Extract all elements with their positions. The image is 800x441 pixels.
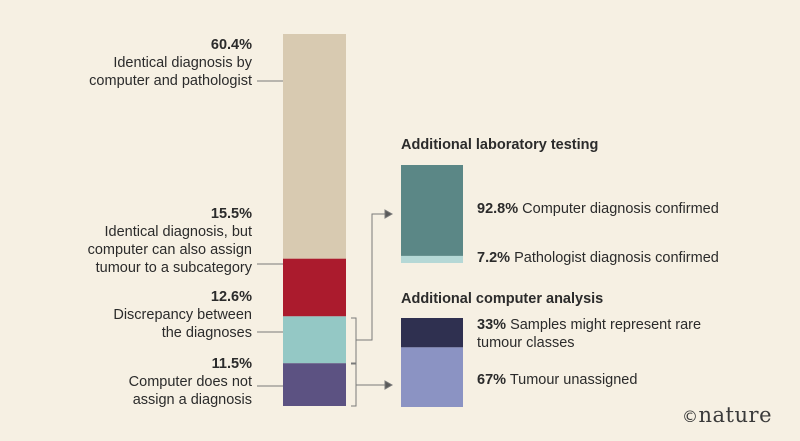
copyright-symbol: © [682, 407, 699, 426]
label-subcategory-pct: 15.5% [210, 206, 252, 222]
lab-segment-0 [401, 165, 463, 256]
lab-label-computer-pct: 92.8% [477, 201, 519, 217]
label-subcategory-desc: Identical diagnosis, but computer can al… [87, 224, 252, 276]
label-identical-pct: 60.4% [210, 37, 252, 53]
main-segment-2 [283, 316, 346, 364]
main-segment-1 [283, 258, 346, 317]
comp-label-unassigned-pct: 67% [477, 372, 507, 388]
main-segment-3 [283, 363, 346, 406]
comp-segment-1 [401, 347, 463, 407]
comp-label-rare-pct: 33% [477, 317, 507, 333]
lab-label-pathologist-desc: Pathologist diagnosis confirmed [514, 250, 719, 266]
label-unassigned-pct: 11.5% [211, 356, 252, 372]
label-discrepancy-pct: 12.6% [210, 289, 252, 305]
arrow-to-computer [384, 380, 394, 390]
lab-label-pathologist: 7.2% Pathologist diagnosis confirmed [477, 249, 719, 267]
bracket-unassigned [351, 363, 386, 407]
label-discrepancy-desc: Discrepancy between the diagnoses [113, 307, 252, 341]
lab-label-computer: 92.8% Computer diagnosis confirmed [477, 200, 719, 218]
main-stacked-bar [283, 34, 346, 406]
label-subcategory: 15.5% Identical diagnosis, but computer … [60, 205, 252, 277]
computer-analysis-title: Additional computer analysis [401, 291, 604, 307]
lab-testing-title: Additional laboratory testing [401, 137, 599, 153]
computer-analysis-bar [401, 318, 463, 407]
main-segment-0 [283, 34, 346, 259]
label-identical: 60.4% Identical diagnosis by computer an… [62, 36, 252, 90]
label-discrepancy: 12.6% Discrepancy between the diagnoses [92, 288, 252, 342]
connectors [257, 80, 394, 407]
comp-label-unassigned: 67% Tumour unassigned [477, 371, 637, 389]
comp-segment-0 [401, 318, 463, 348]
arrow-to-lab [384, 209, 394, 219]
lab-label-pathologist-pct: 7.2% [477, 250, 511, 266]
comp-label-rare: 33% Samples might represent rare tumour … [477, 316, 707, 352]
bracket-discrepancy [351, 213, 386, 364]
label-unassigned-desc: Computer does not assign a diagnosis [128, 374, 252, 408]
lab-label-computer-desc: Computer diagnosis confirmed [522, 201, 719, 217]
label-unassigned: 11.5% Computer does not assign a diagnos… [92, 355, 252, 409]
nature-logo: ©nature [682, 403, 772, 427]
comp-label-unassigned-desc: Tumour unassigned [509, 372, 638, 388]
logo-text: nature [698, 403, 772, 427]
lab-testing-bar [401, 165, 463, 263]
label-identical-desc: Identical diagnosis by computer and path… [89, 55, 252, 89]
lab-segment-1 [401, 255, 463, 263]
comp-label-rare-desc: Samples might represent rare tumour clas… [477, 317, 702, 351]
